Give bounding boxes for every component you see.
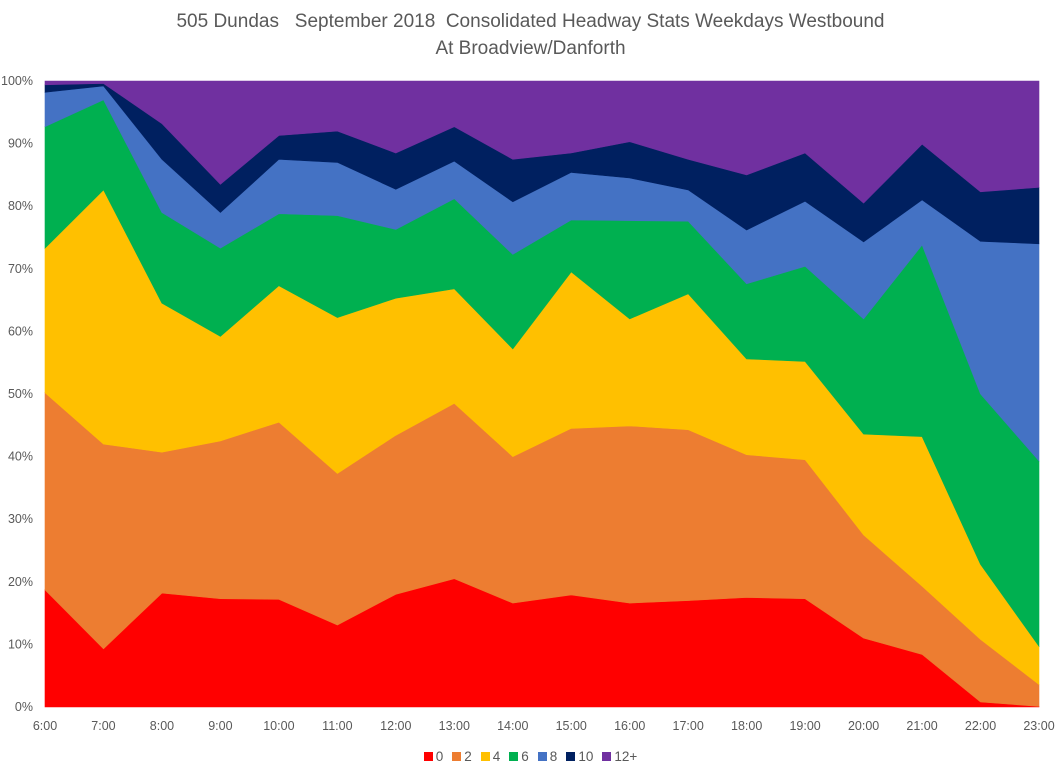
legend-swatch — [452, 752, 462, 761]
x-tick-label: 22:00 — [965, 719, 996, 733]
y-tick-label: 10% — [8, 637, 33, 651]
y-tick-label: 60% — [8, 324, 33, 338]
legend-label: 0 — [435, 749, 444, 764]
area-layers — [44, 80, 1040, 708]
y-tick-label: 30% — [8, 512, 33, 526]
x-tick-label: 6:00 — [33, 719, 57, 733]
legend-item: 0 — [423, 749, 444, 764]
legend-item: 10 — [566, 749, 593, 764]
chart-title: 505 Dundas September 2018 Consolidated H… — [0, 8, 1061, 62]
x-tick-label: 20:00 — [848, 719, 879, 733]
legend: 0 2 4 6 8 10 12+ — [0, 749, 1061, 764]
y-tick-label: 70% — [8, 262, 33, 276]
x-tick-label: 14:00 — [497, 719, 528, 733]
y-tick-label: 40% — [8, 450, 33, 464]
chart-title-line-1: 505 Dundas September 2018 Consolidated H… — [176, 11, 885, 32]
area-series-12plus — [44, 80, 1040, 204]
x-tick-label: 7:00 — [91, 719, 115, 733]
y-axis-tick-labels: 0% 10% 20% 30% 40% 50% 60% 70% 80% 90% 100% — [1, 74, 33, 714]
x-tick-label: 16:00 — [614, 719, 645, 733]
legend-item: 2 — [452, 749, 472, 764]
legend-label: 6 — [521, 749, 529, 764]
legend-label: 4 — [492, 749, 501, 764]
x-tick-label: 15:00 — [556, 719, 587, 733]
legend-swatch — [602, 752, 612, 761]
x-tick-label: 19:00 — [789, 719, 820, 733]
x-tick-label: 9:00 — [208, 719, 232, 733]
x-tick-label: 23:00 — [1023, 719, 1054, 733]
legend-item: 12+ — [602, 749, 637, 764]
x-tick-label: 12:00 — [380, 719, 411, 733]
legend-swatch — [480, 752, 490, 761]
legend-swatch — [537, 752, 547, 761]
legend-label: 12+ — [614, 749, 638, 764]
y-tick-label: 0% — [15, 700, 33, 714]
y-tick-label: 100% — [1, 74, 33, 88]
x-tick-label: 13:00 — [439, 719, 470, 733]
legend-item: 4 — [480, 749, 501, 764]
y-tick-label: 90% — [8, 137, 33, 151]
legend-label: 2 — [464, 749, 472, 764]
x-axis-tick-labels: 6:00 7:00 8:00 9:00 10:00 11:00 12:00 13:00 14:0… — [33, 719, 1055, 733]
x-tick-label: 21:00 — [906, 719, 937, 733]
legend-label: 10 — [578, 749, 594, 764]
y-tick-label: 80% — [8, 199, 33, 213]
x-tick-label: 8:00 — [150, 719, 174, 733]
chart-subtitle: At Broadview/Danforth — [435, 38, 626, 59]
legend-item: 8 — [537, 749, 558, 764]
x-tick-label: 10:00 — [263, 719, 294, 733]
x-tick-label: 11:00 — [322, 719, 352, 733]
legend-label: 8 — [549, 749, 558, 764]
legend-swatch — [566, 752, 576, 761]
legend-item: 6 — [509, 749, 529, 764]
x-tick-label: 17:00 — [673, 719, 704, 733]
y-tick-label: 50% — [8, 387, 33, 401]
x-tick-label: 18:00 — [731, 719, 762, 733]
legend-swatch — [423, 752, 433, 761]
y-tick-label: 20% — [8, 575, 33, 589]
legend-swatch — [509, 752, 519, 761]
